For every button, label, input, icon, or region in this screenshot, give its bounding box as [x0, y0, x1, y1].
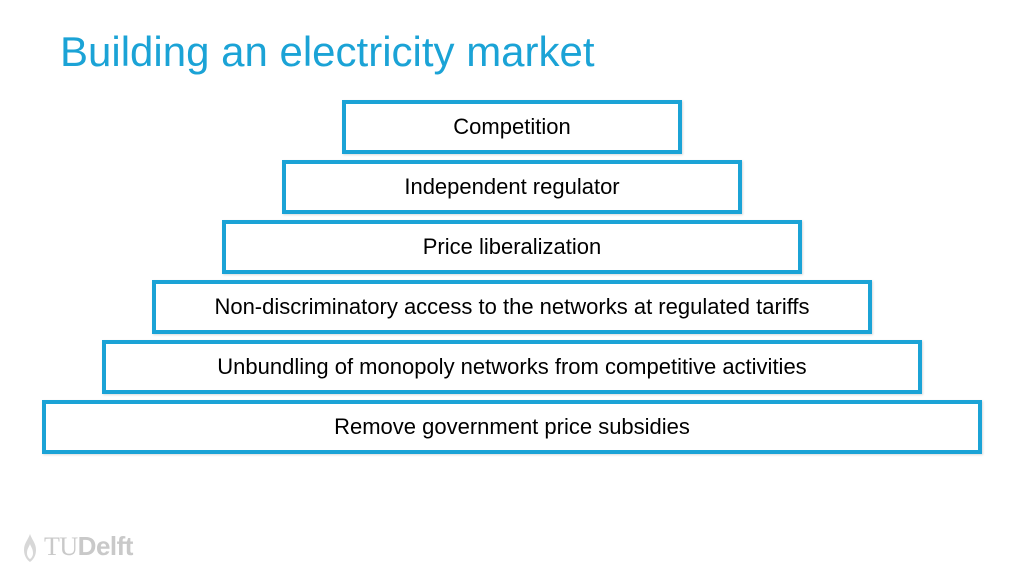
- pyramid-layer: Unbundling of monopoly networks from com…: [102, 340, 922, 394]
- pyramid-layer-label: Remove government price subsidies: [334, 414, 690, 440]
- pyramid-layer-label: Independent regulator: [404, 174, 619, 200]
- pyramid-layer-label: Price liberalization: [423, 234, 602, 260]
- tudelft-logo: TUDelft: [20, 531, 133, 562]
- pyramid-layer: Remove government price subsidies: [42, 400, 982, 454]
- slide-title: Building an electricity market: [60, 28, 595, 76]
- logo-tu: TU: [44, 532, 78, 561]
- pyramid-layer: Competition: [342, 100, 682, 154]
- pyramid-layer: Independent regulator: [282, 160, 742, 214]
- logo-delft: Delft: [78, 531, 133, 561]
- pyramid-layer-label: Competition: [453, 114, 570, 140]
- pyramid-layer-label: Unbundling of monopoly networks from com…: [217, 354, 806, 380]
- pyramid-layer: Price liberalization: [222, 220, 802, 274]
- pyramid-layer: Non-discriminatory access to the network…: [152, 280, 872, 334]
- logo-text: TUDelft: [44, 531, 133, 562]
- pyramid-diagram: Competition Independent regulator Price li…: [0, 100, 1024, 454]
- flame-icon: [20, 534, 40, 562]
- pyramid-layer-label: Non-discriminatory access to the network…: [214, 294, 809, 320]
